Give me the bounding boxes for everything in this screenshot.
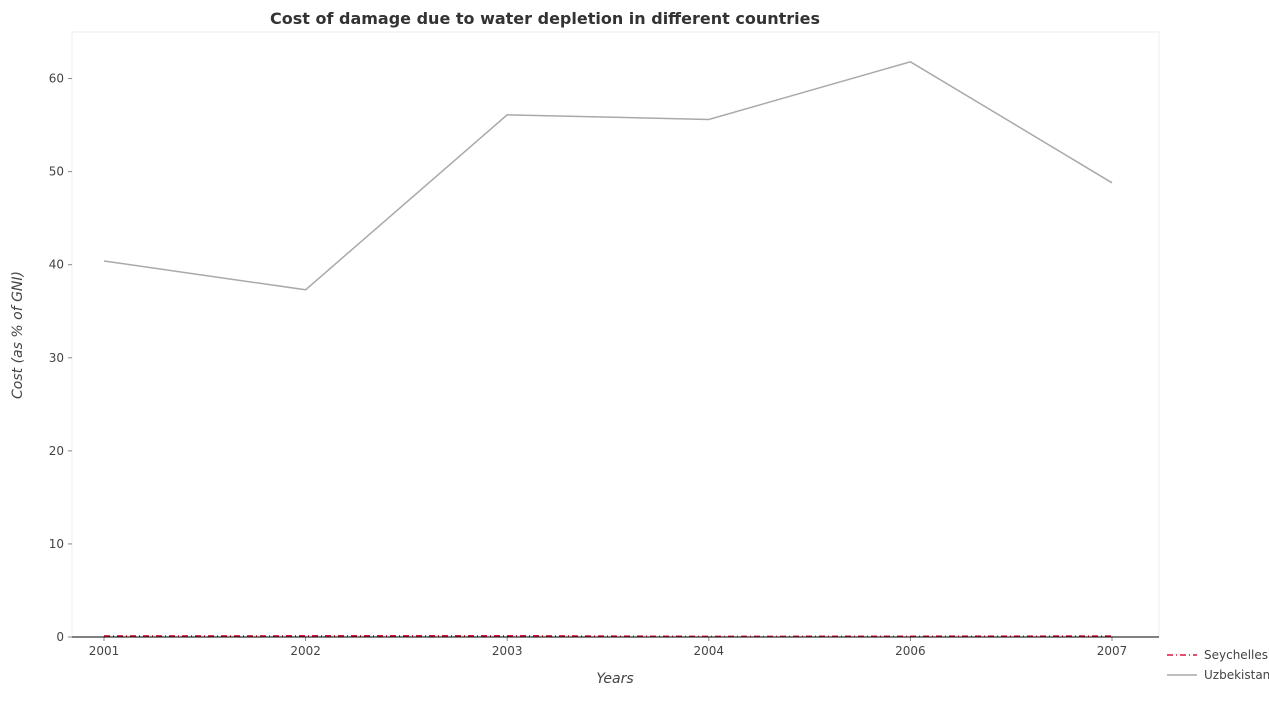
legend: Seychelles Uzbekistan (1167, 648, 1269, 682)
x-tick-label: 2004 (694, 644, 725, 658)
y-axis-title: Cost (as % of GNI) (10, 271, 26, 399)
y-tick-label: 20 (49, 444, 64, 458)
y-tick-label: 60 (49, 72, 64, 86)
y-tick-label: 40 (49, 258, 64, 272)
x-tick-label: 2003 (492, 644, 523, 658)
x-tick-label: 2006 (895, 644, 926, 658)
legend-label-seychelles: Seychelles (1204, 648, 1268, 662)
chart-title: Cost of damage due to water depletion in… (270, 9, 820, 28)
x-axis-title: Years (596, 671, 633, 687)
x-tick-label: 2007 (1097, 644, 1128, 658)
x-axis: 2001 2002 2003 2004 2006 2007 (89, 637, 1128, 658)
x-tick-label: 2002 (290, 644, 321, 658)
plot-area (72, 32, 1159, 637)
y-tick-label: 0 (56, 630, 64, 644)
y-tick-label: 50 (49, 165, 64, 179)
legend-label-uzbekistan: Uzbekistan (1204, 668, 1269, 682)
y-tick-label: 30 (49, 351, 64, 365)
y-tick-label: 10 (49, 537, 64, 551)
y-axis: 0 10 20 30 40 50 60 (49, 72, 72, 644)
x-tick-label: 2001 (89, 644, 120, 658)
